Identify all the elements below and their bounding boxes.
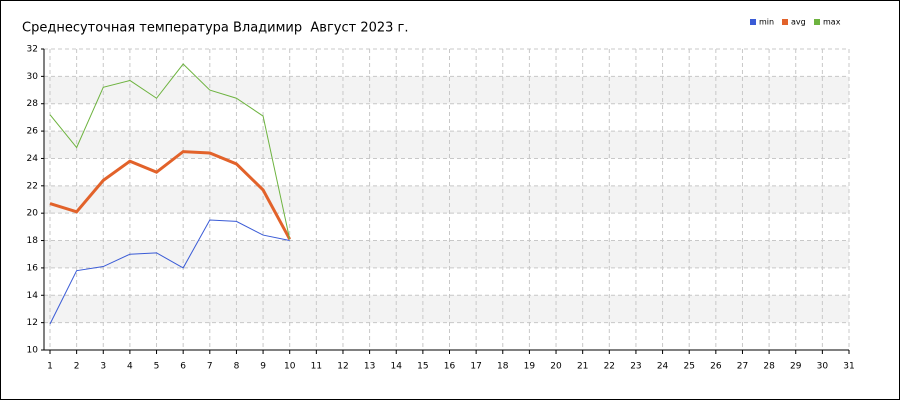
series-line <box>49 63 291 240</box>
y-tick-label: 14 <box>27 291 39 301</box>
x-tick-label: 17 <box>470 362 481 372</box>
x-tick-label: 23 <box>630 362 641 372</box>
legend-label: max <box>823 18 841 27</box>
x-tick-label: 18 <box>497 362 509 372</box>
x-tick-label: 26 <box>710 362 722 372</box>
x-tick-label: 9 <box>260 362 266 372</box>
y-tick-label: 22 <box>27 181 38 191</box>
legend-swatch <box>750 19 756 25</box>
x-tick-label: 29 <box>790 362 802 372</box>
x-tick-label: 19 <box>524 362 536 372</box>
x-tick-label: 8 <box>234 362 240 372</box>
y-tick-label: 18 <box>27 236 39 246</box>
grid-band <box>44 295 849 323</box>
x-tick-label: 14 <box>391 362 403 372</box>
legend-swatch <box>814 19 820 25</box>
x-tick-label: 12 <box>337 362 348 372</box>
x-tick-label: 20 <box>550 362 562 372</box>
y-tick-label: 24 <box>27 154 39 164</box>
x-tick-label: 13 <box>364 362 375 372</box>
x-tick-label: 7 <box>207 362 213 372</box>
x-tick-label: 31 <box>843 362 854 372</box>
x-tick-label: 1 <box>47 362 53 372</box>
y-tick-label: 32 <box>27 45 38 55</box>
legend-label: avg <box>791 18 806 27</box>
x-tick-label: 30 <box>817 362 829 372</box>
x-tick-label: 5 <box>154 362 160 372</box>
y-tick-label: 16 <box>27 263 39 273</box>
x-tick-label: 21 <box>577 362 588 372</box>
x-tick-label: 4 <box>127 362 133 372</box>
x-tick-label: 3 <box>100 362 106 372</box>
series-line <box>49 150 292 240</box>
series-line <box>49 219 290 325</box>
y-tick-label: 26 <box>27 127 39 137</box>
y-tick-label: 28 <box>27 99 39 109</box>
legend-swatch <box>782 19 788 25</box>
x-tick-label: 10 <box>284 362 296 372</box>
legend-label: min <box>759 18 774 27</box>
x-tick-label: 27 <box>737 362 748 372</box>
x-tick-label: 2 <box>74 362 80 372</box>
x-tick-label: 11 <box>311 362 322 372</box>
x-tick-label: 16 <box>444 362 456 372</box>
grid-band <box>44 185 849 214</box>
y-tick-label: 30 <box>27 72 39 82</box>
x-tick-label: 22 <box>604 362 615 372</box>
x-tick-label: 6 <box>180 362 186 372</box>
y-tick-label: 10 <box>27 346 39 356</box>
y-tick-label: 20 <box>27 209 39 219</box>
x-tick-label: 28 <box>763 362 775 372</box>
x-tick-label: 25 <box>683 362 694 372</box>
y-tick-label: 12 <box>27 318 38 328</box>
grid-band <box>44 76 849 104</box>
x-tick-label: 15 <box>417 362 428 372</box>
grid-band <box>44 131 849 159</box>
x-tick-label: 24 <box>657 362 669 372</box>
chart-title: Среднесуточная температура Владимир Авгу… <box>22 21 409 36</box>
grid-band <box>44 240 849 268</box>
